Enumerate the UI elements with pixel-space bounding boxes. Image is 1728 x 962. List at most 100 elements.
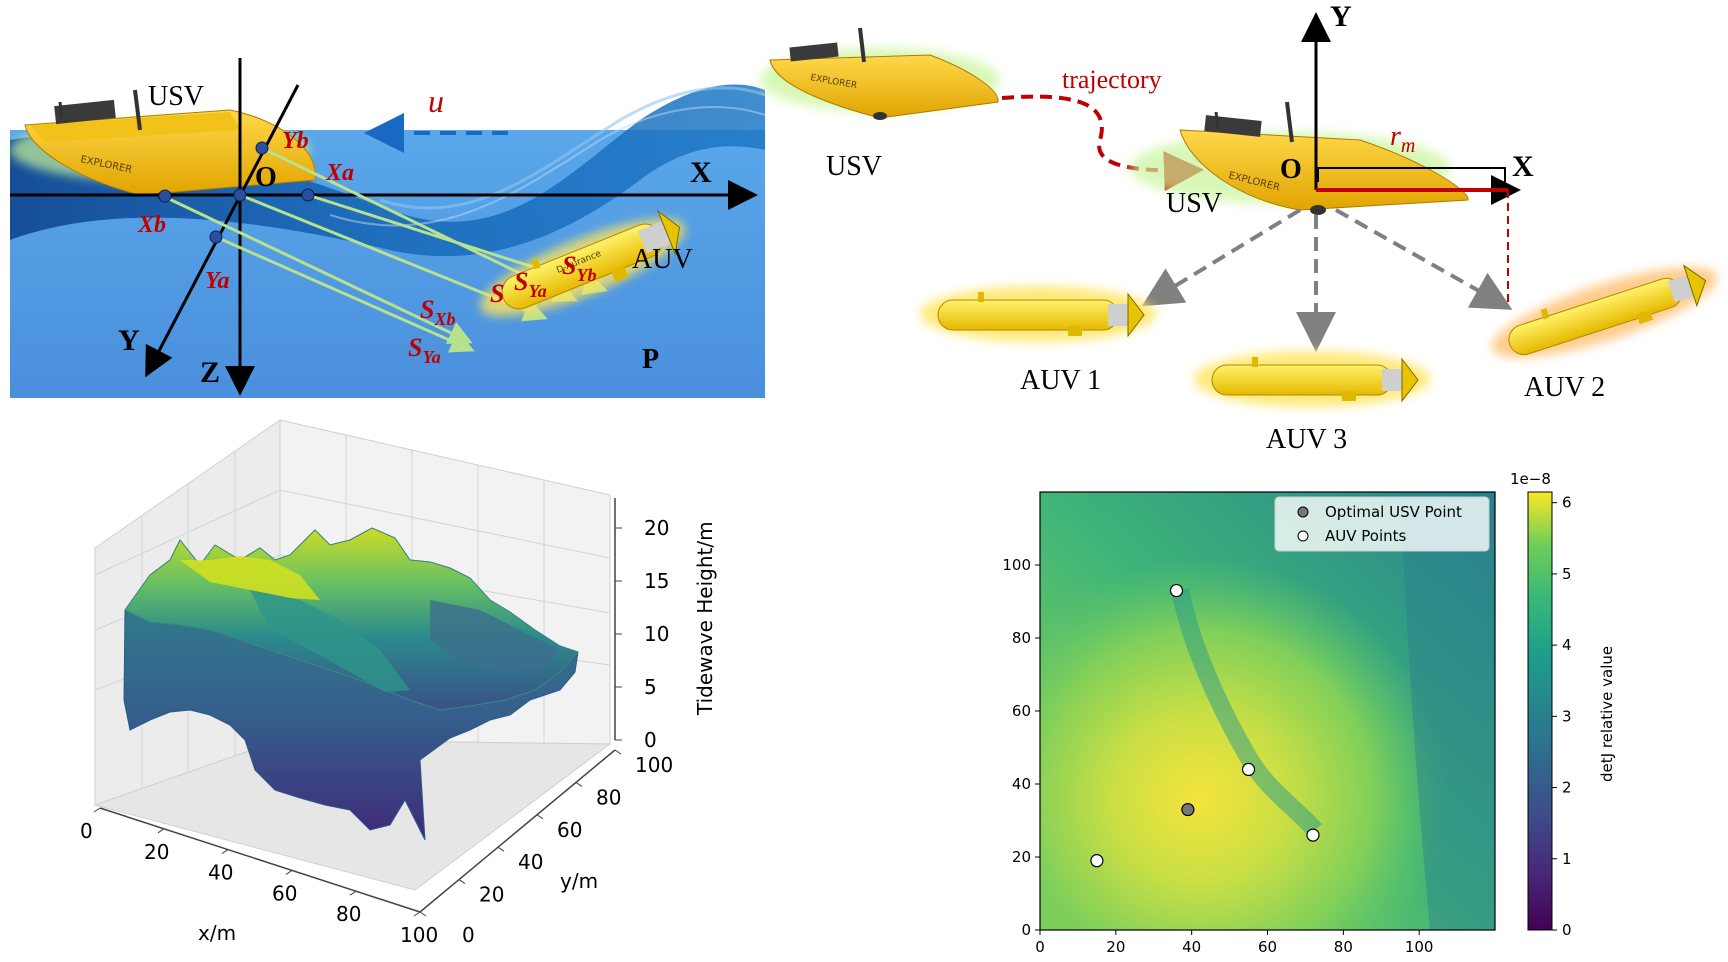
- velocity-label: u: [428, 83, 444, 119]
- x-tick-label: 40: [1182, 938, 1201, 956]
- colorbar-tick-label: 2: [1562, 779, 1572, 797]
- colorbar-ticks: 0 1 2 3 4 5 6: [1552, 494, 1572, 939]
- x-tick-mark: [221, 849, 229, 855]
- auv-3-label: AUV 3: [1266, 424, 1347, 455]
- colorbar-tick-label: 6: [1562, 494, 1572, 512]
- range-label-s: S: [490, 279, 504, 308]
- anchor-label-xb: Xb: [137, 212, 166, 238]
- axis-x-label: X: [1512, 150, 1534, 183]
- auv-2-label: AUV 2: [1524, 372, 1605, 403]
- y-tick-label: 40: [518, 850, 543, 874]
- z-tick-label: 15: [644, 569, 669, 593]
- auv-2-illustration: [1491, 264, 1717, 358]
- link-arrow-auv-2: [1335, 208, 1513, 310]
- x-tick-label: 60: [1258, 938, 1277, 956]
- x-tick-label: 20: [144, 840, 169, 864]
- y-tick-label: 60: [557, 818, 582, 842]
- usv-label: USV: [148, 81, 204, 112]
- x-tick-label: 20: [1106, 938, 1125, 956]
- y-tick-mark: [614, 749, 622, 755]
- colorbar-tick-label: 3: [1562, 707, 1572, 725]
- x-tick-label: 80: [1334, 938, 1353, 956]
- radius-label: rm: [1390, 121, 1415, 157]
- colorbar-tick-label: 0: [1562, 921, 1572, 939]
- x-axis-label: x/m: [198, 921, 236, 945]
- range-label-s-xb: SXb: [420, 295, 455, 329]
- y-tick-mark: [419, 911, 427, 917]
- anchor-point-xa: [301, 188, 315, 202]
- y-axis-ticks: 020 40 60 80 100: [419, 749, 673, 947]
- svg-text:SYa: SYa: [408, 333, 441, 367]
- radius-brace: [1317, 167, 1506, 182]
- tidewave-surface: [123, 527, 579, 841]
- auv-point: [1090, 854, 1104, 868]
- wave-highlight: [329, 106, 766, 227]
- x-axis-line: [99, 807, 421, 913]
- anchor-point-ya: [209, 230, 223, 244]
- auv-illustration: D-Aurance: [480, 209, 686, 317]
- colorbar-tick-label: 4: [1562, 636, 1572, 654]
- heatmap-legend: Optimal USV Point AUV Points: [1274, 496, 1490, 552]
- anchor-label-xa: Xa: [325, 160, 354, 186]
- auv-point: [1241, 762, 1256, 777]
- colorbar-tick-label: 5: [1562, 565, 1572, 583]
- point-p-label: P: [642, 344, 659, 375]
- axis-y-label: Y: [1330, 0, 1352, 33]
- y-axis-label: y/m: [560, 869, 598, 893]
- heatmap-y-ticks: 0 20 40 60 80 100: [1002, 556, 1040, 939]
- y-tick-mark: [536, 814, 544, 820]
- x-tick-label: 60: [272, 881, 297, 905]
- y-tick-label: 60: [1012, 702, 1031, 720]
- x-tick-mark: [349, 890, 357, 896]
- heatmap-hotspot: [1040, 492, 1495, 930]
- x-tick-label: 100: [400, 923, 438, 947]
- usv-start-illustration: EXPLORER: [760, 27, 1000, 120]
- anchor-label-yb: Yb: [282, 128, 309, 154]
- heatmap-low-ridge: [1171, 588, 1322, 836]
- colorbar-label: detJ relative value: [1598, 646, 1616, 782]
- panel-a-localization-diagram: EXPLORER D-Aura: [10, 58, 766, 398]
- x-tick-mark: [413, 911, 421, 917]
- x-tick-label: 0: [1035, 938, 1045, 956]
- axis-z-label: Z: [200, 356, 220, 389]
- heatmap-points: [1090, 583, 1320, 868]
- svg-text:SXb: SXb: [420, 295, 455, 329]
- axis-y-label: Y: [118, 324, 140, 357]
- x-tick-label: 100: [1405, 938, 1434, 956]
- anchor-point-yb: [255, 141, 269, 155]
- x-tick-label: 0: [80, 819, 93, 843]
- axis-x-label: X: [690, 156, 712, 189]
- legend-marker-optimal: [1297, 506, 1309, 518]
- trajectory-label: trajectory: [1062, 65, 1162, 94]
- x-tick-label: 40: [208, 861, 233, 885]
- y-tick-mark: [497, 846, 505, 852]
- colorbar-tick-label: 1: [1562, 850, 1572, 868]
- pane-floor: [93, 739, 612, 891]
- panel-b-formation-diagram: EXPLORER USV trajectory EXPLORER: [760, 0, 1717, 455]
- axis-y-line: [145, 84, 300, 378]
- z-tick-label: 10: [644, 622, 669, 646]
- colorbar: [1527, 491, 1553, 931]
- y-axis-line: [419, 749, 616, 913]
- y-tick-label: 80: [1012, 629, 1031, 647]
- legend-marker-auv: [1297, 530, 1309, 542]
- y-tick-label: 80: [596, 785, 621, 809]
- range-label-s-ya-lower: SYa: [408, 333, 441, 367]
- origin-label: O: [1280, 154, 1302, 185]
- range-label-s-yb: SYb: [562, 251, 596, 285]
- y-tick-label: 100: [635, 753, 673, 777]
- z-tick-label: 20: [644, 516, 669, 540]
- legend-label-optimal: Optimal USV Point: [1325, 503, 1462, 521]
- x-tick-mark: [285, 869, 293, 875]
- z-tick-label: 0: [644, 728, 657, 752]
- auv-3-illustration: [1194, 351, 1430, 407]
- y-tick-label: 40: [1012, 775, 1031, 793]
- auv-1-illustration: [920, 286, 1156, 342]
- usv-boat-illustration: EXPLORER: [10, 89, 316, 201]
- x-axis-ticks: 0 20 40 60 80 100: [80, 807, 438, 947]
- optimal-usv-point: [1181, 802, 1195, 817]
- y-tick-label: 20: [1012, 848, 1031, 866]
- anchor-point-xb: [158, 189, 172, 203]
